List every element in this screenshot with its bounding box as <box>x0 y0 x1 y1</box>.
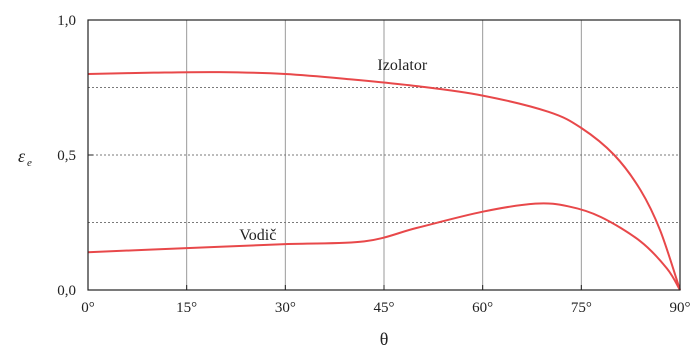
x-tick-label: 90° <box>670 300 691 316</box>
series-line-izolator <box>87 71 681 291</box>
tick-labels: 0° 15° 30° 45° 60° 75° 90° 0,0 0,5 1,0 <box>57 13 690 316</box>
series-line-vodič <box>87 202 681 291</box>
y-tick-label: 0,0 <box>57 283 76 299</box>
x-tick-label: 15° <box>176 300 197 316</box>
x-tick-label: 0° <box>81 300 95 316</box>
y-axis-label-subscript: e <box>27 157 32 169</box>
grid <box>88 20 680 290</box>
x-axis-label: θ <box>380 329 389 347</box>
y-axis-label: ε <box>18 146 26 166</box>
x-tick-label: 60° <box>472 300 493 316</box>
series-label: Vodič <box>239 227 276 244</box>
series-layer <box>87 71 681 291</box>
x-tick-label: 75° <box>571 300 592 316</box>
series-label: Izolator <box>377 57 427 74</box>
x-tick-label: 45° <box>374 300 395 316</box>
y-tick-label: 1,0 <box>57 13 76 29</box>
x-tick-label: 30° <box>275 300 296 316</box>
y-tick-label: 0,5 <box>57 148 76 164</box>
series-labels: Izolator Vodič <box>239 57 428 244</box>
